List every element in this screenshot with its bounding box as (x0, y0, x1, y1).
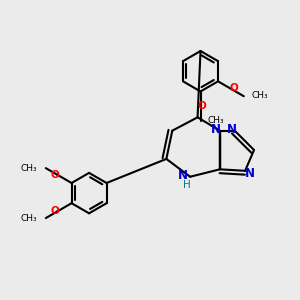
Text: O: O (197, 101, 206, 111)
Text: CH₃: CH₃ (251, 91, 268, 100)
Text: O: O (51, 206, 59, 216)
Text: N: N (178, 169, 188, 182)
Text: H: H (183, 180, 191, 190)
Text: N: N (210, 123, 220, 136)
Text: CH₃: CH₃ (21, 164, 38, 172)
Text: N: N (244, 167, 255, 180)
Text: CH₃: CH₃ (208, 116, 225, 125)
Text: N: N (227, 123, 237, 136)
Text: CH₃: CH₃ (21, 214, 38, 223)
Text: O: O (51, 170, 59, 180)
Text: O: O (229, 83, 238, 93)
